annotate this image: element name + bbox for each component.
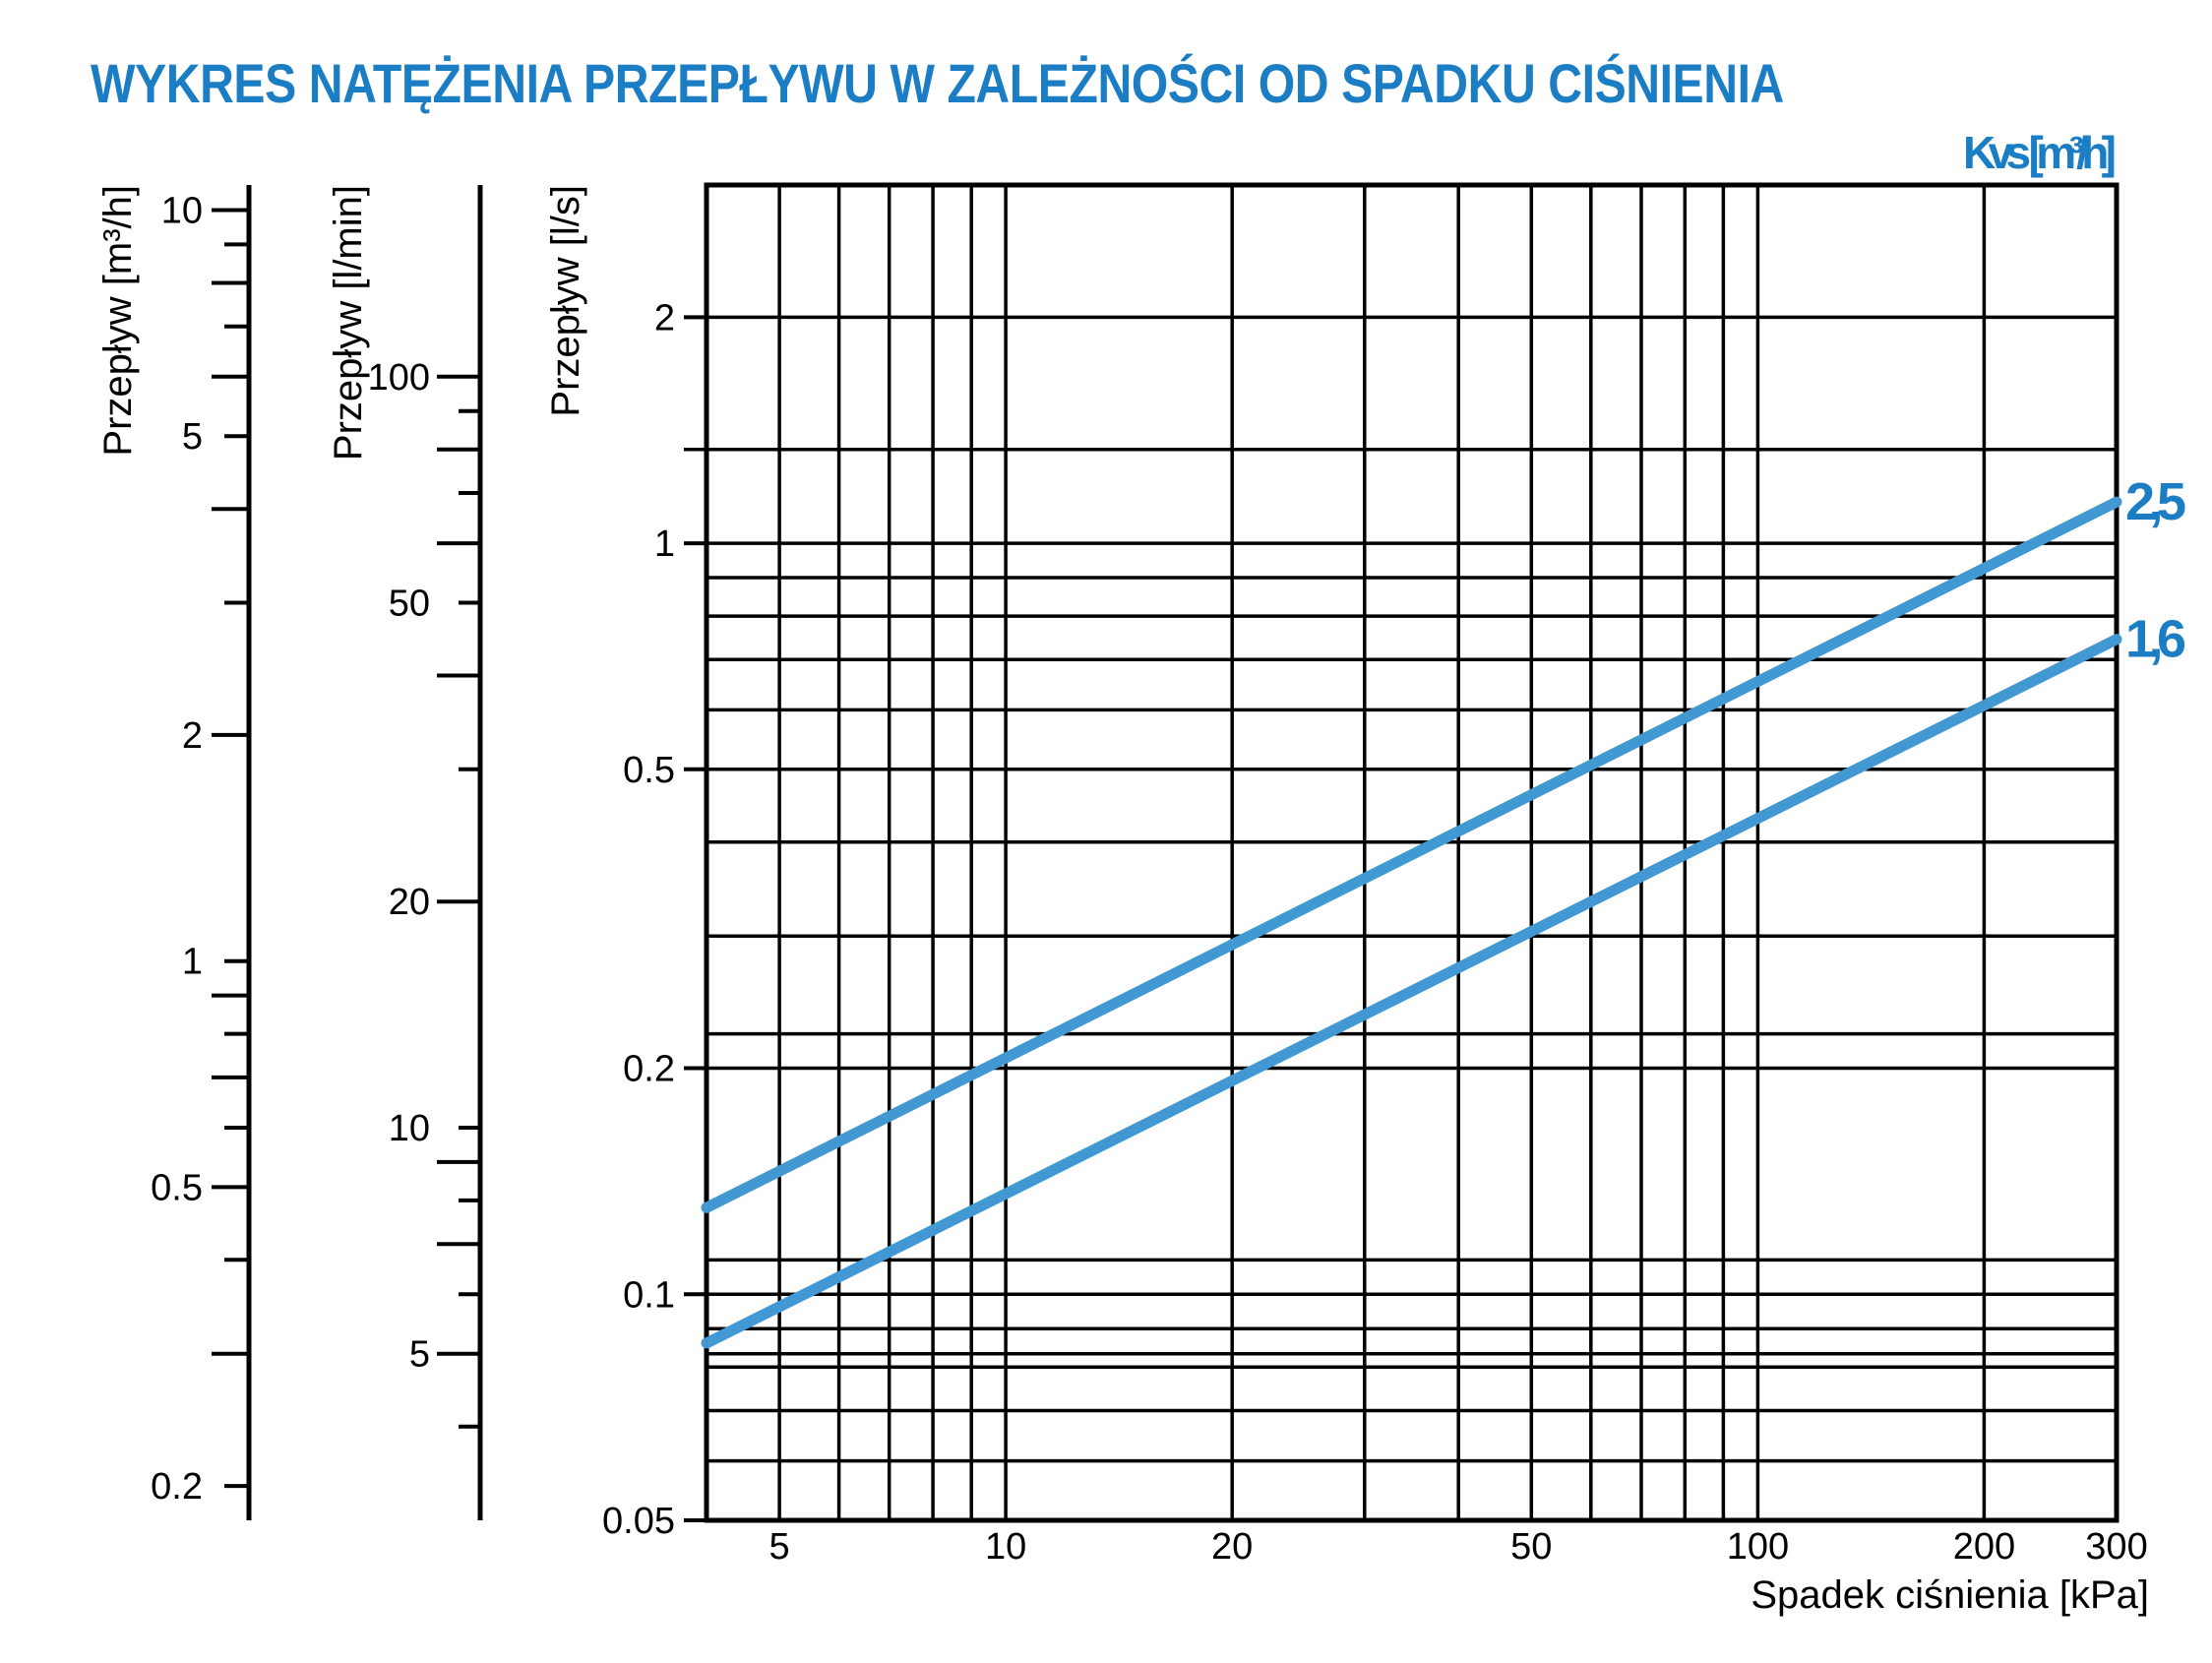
kvs-line-label-1,6: 1,6: [2125, 610, 2186, 669]
x-tick-label: 20: [1211, 1526, 1253, 1568]
page-title: WYKRES NATĘŻENIA PRZEPŁYWU W ZALEŻNOŚCI …: [91, 52, 1784, 114]
y-tick-label: 2: [654, 297, 675, 339]
kvs-line-1,6: [701, 634, 2122, 1349]
kvs-header: Kvs [m³/h]: [1963, 127, 2117, 178]
x-tick-label: 200: [1953, 1526, 2015, 1568]
x-tick-label: 300: [2085, 1526, 2147, 1568]
kvs-line-2,5: [701, 496, 2122, 1213]
kvs-line-label-2,5: 2,5: [2125, 472, 2186, 531]
x-tick-label: 5: [769, 1526, 790, 1568]
aux-scale-title-l/min: Przepływ [l/min]: [327, 185, 370, 461]
x-axis-title: Spadek ciśnienia [kPa]: [1751, 1573, 2149, 1617]
x-tick-label: 50: [1510, 1526, 1552, 1568]
y-tick-label: 0.2: [623, 1049, 675, 1090]
aux-scale-label: 100: [368, 357, 430, 399]
aux-scale-label: 5: [182, 416, 203, 458]
plot-border: [704, 182, 2120, 1523]
aux-scale-label: 10: [161, 191, 203, 232]
aux-scale-label: 50: [389, 584, 430, 625]
aux-scale-label: 10: [389, 1108, 430, 1149]
aux-scale-label: 1: [182, 942, 203, 983]
aux-scale-label: 0.2: [151, 1466, 203, 1508]
y-tick-label: 0.5: [623, 750, 675, 791]
y-tick-label: 0.05: [602, 1501, 675, 1542]
y-tick-label: 0.1: [623, 1274, 675, 1316]
aux-scale-label: 2: [182, 715, 203, 757]
x-tick-label: 100: [1727, 1526, 1789, 1568]
aux-scale-label: 0.5: [151, 1167, 203, 1208]
x-tick-label: 10: [985, 1526, 1026, 1568]
aux-scale-label: 20: [389, 882, 430, 923]
y-tick-label: 1: [654, 524, 675, 565]
aux-scale-label: 5: [409, 1334, 430, 1376]
aux-scale-title-m³/h: Przepływ [m³/h]: [96, 185, 140, 457]
y-axis-title: Przepływ [l/s]: [544, 185, 587, 417]
